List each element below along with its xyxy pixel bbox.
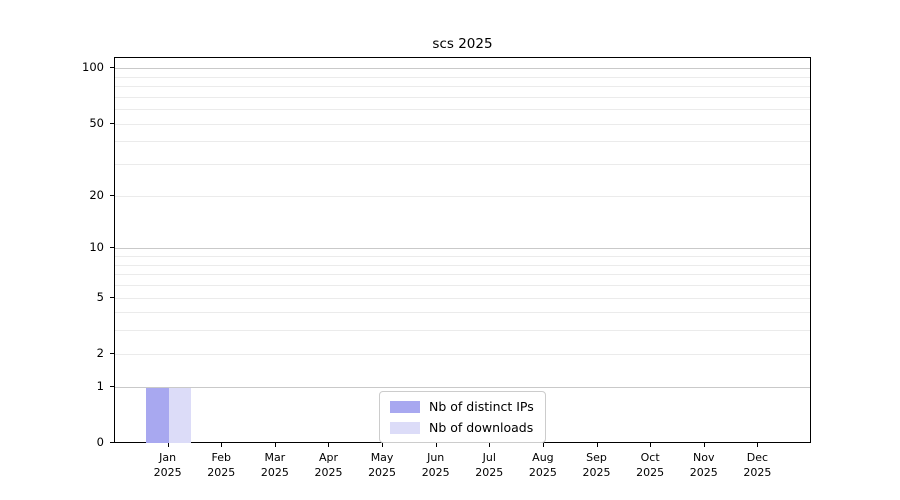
y-tick-label-0: 0 [96,435,104,449]
x-tick-label-oct: Oct 2025 [636,451,665,479]
y-tick-label-20: 20 [89,187,104,202]
x-tick-mark-jun [435,443,437,447]
y-tick-label-1: 1 [96,378,104,393]
y-gridline-1 [115,386,810,388]
y-gridline-4 [115,312,810,314]
chart-title: scs 2025 [432,36,493,52]
y-gridline-30 [115,164,810,166]
x-tick-label-jul: Jul 2025 [475,451,504,479]
x-tick-mark-nov [703,443,705,447]
y-tick-mark-5 [110,296,114,298]
y-gridline-60 [115,109,810,111]
y-gridline-100 [115,68,810,70]
x-tick-label-dec: Dec 2025 [743,451,772,479]
x-tick-mark-jul [489,443,491,447]
x-tick-mark-feb [221,443,223,447]
y-tick-mark-50 [110,122,114,124]
x-tick-mark-apr [328,443,330,447]
legend-item-distinct-ips: Nb of distinct IPs [390,398,534,415]
legend: Nb of distinct IPs Nb of downloads [379,391,546,443]
x-tick-label-mar: Mar 2025 [260,451,289,479]
x-tick-mark-jan [167,443,169,447]
y-gridline-90 [115,76,810,78]
y-gridline-5 [115,297,810,299]
y-tick-label-2: 2 [96,345,104,360]
x-tick-mark-mar [274,443,276,447]
x-tick-mark-may [382,443,384,447]
y-tick-label-100: 100 [82,60,104,75]
x-tick-label-feb: Feb 2025 [207,451,236,479]
y-gridline-6 [115,284,810,286]
bar-nb-of-downloads-jan [168,387,192,443]
x-tick-label-jan: Jan 2025 [153,451,182,479]
y-gridline-10 [115,248,810,250]
y-tick-mark-10 [110,247,114,249]
legend-label-distinct-ips: Nb of distinct IPs [429,399,534,414]
x-tick-mark-oct [650,443,652,447]
x-tick-mark-sep [596,443,598,447]
y-tick-mark-2 [110,352,114,354]
x-tick-label-nov: Nov 2025 [689,451,718,479]
y-tick-label-10: 10 [89,240,104,255]
y-gridline-70 [115,96,810,98]
x-tick-label-sep: Sep 2025 [582,451,611,479]
x-tick-mark-aug [542,443,544,447]
x-tick-label-aug: Aug 2025 [528,451,557,479]
x-tick-label-jun: Jun 2025 [421,451,450,479]
legend-item-downloads: Nb of downloads [390,419,534,436]
bar-nb-of-distinct-ips-jan [146,387,169,443]
y-gridline-80 [115,86,810,88]
y-gridline-2 [115,353,810,355]
y-gridline-40 [115,141,810,143]
plot-area: Nb of distinct IPs Nb of downloads [114,57,811,443]
x-tick-mark-dec [757,443,759,447]
y-gridline-20 [115,195,810,197]
y-tick-label-50: 50 [89,115,104,130]
y-gridline-8 [115,264,810,266]
legend-swatch-distinct-ips [390,400,420,413]
y-tick-mark-100 [110,67,114,69]
y-tick-label-5: 5 [96,289,104,304]
x-tick-label-apr: Apr 2025 [314,451,343,479]
y-tick-mark-0 [110,442,114,443]
legend-swatch-downloads [390,421,420,434]
legend-label-downloads: Nb of downloads [429,420,534,435]
y-gridline-50 [115,123,810,125]
y-tick-mark-1 [110,385,114,387]
y-gridline-9 [115,256,810,258]
y-gridline-3 [115,330,810,332]
y-tick-mark-20 [110,194,114,196]
x-tick-label-may: May 2025 [368,451,397,479]
y-gridline-7 [115,274,810,276]
